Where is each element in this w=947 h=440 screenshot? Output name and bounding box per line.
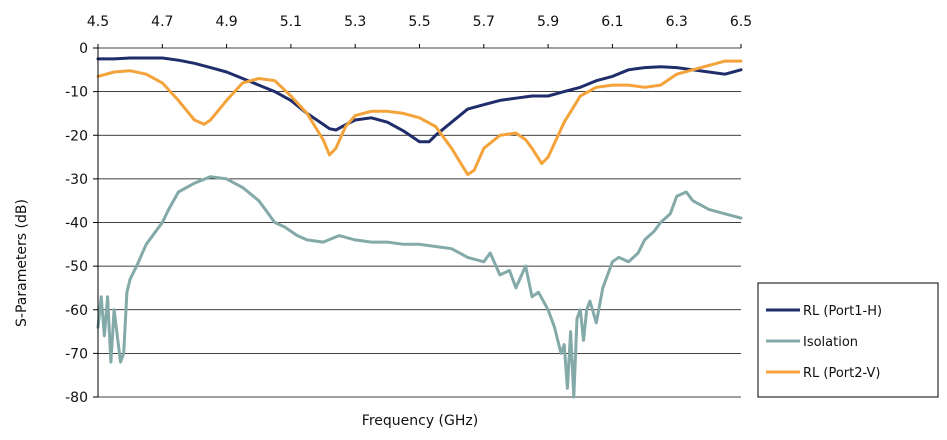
x-tick-label: 6.1 <box>601 14 623 30</box>
y-tick-label: -70 <box>65 346 88 362</box>
x-tick-label: 5.9 <box>537 14 559 30</box>
y-tick-label: -60 <box>65 303 88 319</box>
y-tick-label: 0 <box>79 41 88 57</box>
series-line-rl-port2-v <box>96 59 743 176</box>
axes: 0 -10 -20 -30 -40 -50 -60 -70 -80 4.5 4.7 4.9 5.1 5.3… <box>65 14 752 406</box>
legend-label: RL (Port1-H) <box>803 304 882 319</box>
legend-label: Isolation <box>803 335 858 350</box>
y-tick-label: -50 <box>65 259 88 275</box>
legend: RL (Port1-H) Isolation RL (Port2-V) <box>757 282 939 398</box>
x-axis-label: Frequency (GHz) <box>362 413 478 429</box>
x-tick-label: 5.3 <box>344 14 366 30</box>
y-tick-label: -10 <box>65 85 88 101</box>
series-line-isolation <box>96 175 743 399</box>
x-tick-label: 5.7 <box>473 14 495 30</box>
y-tick-label: -20 <box>65 128 88 144</box>
y-axis-label: S-Parameters (dB) <box>14 199 30 327</box>
series-layer <box>96 56 743 399</box>
series-line-rl-port1-h <box>96 56 743 144</box>
x-tick-label: 4.9 <box>215 14 237 30</box>
y-tick-label: -30 <box>65 172 88 188</box>
legend-label: RL (Port2-V) <box>803 366 880 381</box>
x-tick-label: 5.5 <box>408 14 430 30</box>
x-tick-label: 4.7 <box>151 14 173 30</box>
x-tick-label: 4.5 <box>87 14 109 30</box>
grid <box>98 47 741 398</box>
x-tick-label: 6.3 <box>666 14 688 30</box>
y-tick-label: -40 <box>65 216 88 232</box>
x-tick-label: 5.1 <box>280 14 302 30</box>
x-tick-label: 6.5 <box>730 14 752 30</box>
y-tick-label: -80 <box>65 390 88 406</box>
